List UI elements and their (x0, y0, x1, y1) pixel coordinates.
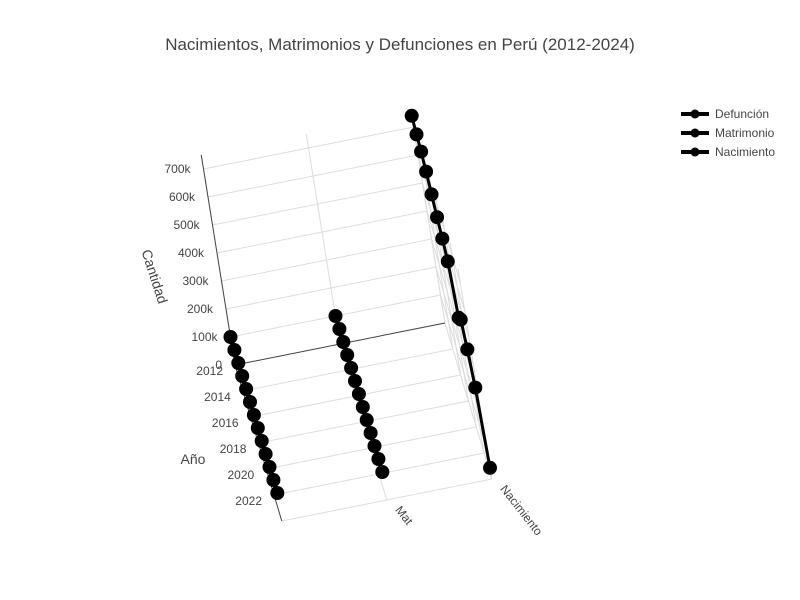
data-point-Nacimiento (409, 127, 424, 142)
data-point-Matrimonio (328, 309, 343, 323)
data-point-Nacimiento (404, 108, 419, 123)
data-point-Nacimiento (460, 342, 475, 357)
y-tick-label: 2014 (204, 390, 231, 404)
data-point-Defunción (262, 460, 277, 474)
data-point-Matrimonio (355, 400, 370, 414)
data-point-Matrimonio (348, 374, 362, 388)
z-tick-label: 400k (178, 246, 205, 260)
grid-line-x-back (305, 133, 341, 345)
z-tick-label: 300k (182, 274, 209, 288)
series-group (223, 108, 497, 500)
data-point-Matrimonio (375, 465, 390, 479)
data-point-Defunción (246, 408, 261, 422)
z-tick-label: 600k (169, 190, 196, 204)
data-point-Defunción (270, 486, 285, 500)
grid-line-z-back (207, 154, 419, 198)
z-axis-line (200, 154, 236, 366)
z-tick-label: 700k (164, 162, 191, 176)
data-point-Defunción (223, 330, 238, 344)
grid-line-z-back (216, 210, 428, 254)
x-tick-label: Mat (392, 503, 416, 528)
data-point-Nacimiento (430, 210, 445, 225)
chart-grid (200, 112, 493, 522)
z-tick-label: 500k (173, 218, 200, 232)
z-tick-label: 100k (191, 330, 218, 344)
data-point-Nacimiento (468, 380, 483, 395)
data-point-Defunción (235, 369, 250, 383)
data-point-Matrimonio (340, 348, 355, 362)
data-point-Defunción (231, 356, 246, 370)
y-tick-label: 2016 (212, 416, 239, 430)
data-point-Nacimiento (483, 460, 497, 475)
z-tick-label: 200k (187, 302, 214, 316)
y-tick-label: 2018 (220, 442, 247, 456)
grid-line-z-back (221, 238, 432, 282)
data-point-Matrimonio (351, 387, 366, 401)
grid-line-z-back (212, 182, 423, 226)
data-point-Matrimonio (359, 413, 374, 427)
data-point-Defunción (266, 473, 281, 487)
grid-line-z-back (203, 126, 414, 170)
legend-entry[interactable]: Nacimiento (715, 145, 775, 159)
legend-swatch-marker (690, 128, 700, 138)
data-point-Matrimonio (336, 335, 351, 349)
data-point-Defunción (243, 395, 257, 409)
data-point-Defunción (258, 447, 273, 461)
y-axis-title: Año (181, 451, 206, 467)
data-point-Nacimiento (414, 144, 429, 159)
data-point-Defunción (254, 434, 269, 448)
axis-ticks: 0 100k 200k 300k 400k 500k 600k 700k 2012 2014 201… (164, 162, 545, 538)
data-point-Nacimiento (453, 312, 468, 327)
data-point-Nacimiento (435, 231, 450, 246)
data-point-Nacimiento (419, 164, 434, 179)
data-point-Matrimonio (332, 322, 347, 336)
grid-line-floor (281, 478, 492, 522)
y-tick-label: 2012 (196, 364, 223, 378)
z-axis-title: Cantidad (138, 247, 171, 305)
legend-swatch-marker (690, 109, 700, 119)
grid-line-z-side (435, 266, 484, 424)
grid-line-z-back (225, 266, 437, 310)
grid-line-z-side (440, 294, 488, 452)
y-tick-label: 2020 (227, 468, 254, 482)
data-point-Matrimonio (367, 439, 382, 453)
legend-entry[interactable]: Defunción (715, 107, 769, 121)
chart-title: Nacimientos, Matrimonios y Defunciones e… (165, 35, 635, 54)
data-point-Matrimonio (344, 361, 359, 375)
data-point-Matrimonio (363, 426, 378, 440)
legend: Defunción Matrimonio Nacimiento (681, 107, 775, 159)
data-point-Nacimiento (440, 254, 455, 269)
data-point-Defunción (239, 382, 254, 396)
y-tick-label: 2022 (235, 494, 262, 508)
data-point-Nacimiento (424, 187, 439, 202)
legend-entry[interactable]: Matrimonio (715, 126, 775, 140)
data-point-Defunción (227, 343, 242, 357)
x-tick-label: Nacimiento (497, 482, 545, 538)
z-tick-label: 0 (215, 358, 222, 372)
legend-swatch-marker (690, 147, 700, 157)
data-point-Defunción (250, 421, 265, 435)
data-point-Matrimonio (371, 452, 386, 466)
